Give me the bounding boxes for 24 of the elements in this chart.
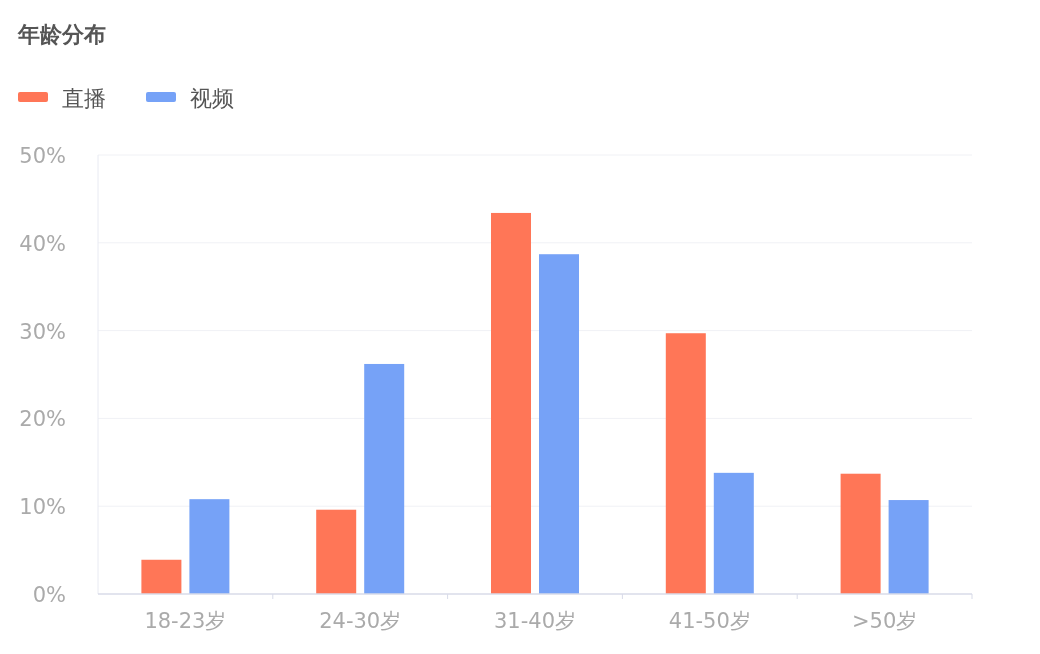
bar <box>491 212 531 594</box>
bar <box>316 509 357 594</box>
legend-label: 视频 <box>190 86 234 111</box>
x-tick-label: 31-40岁 <box>493 609 577 633</box>
bar <box>539 254 579 594</box>
y-tick-label: 10% <box>19 495 66 520</box>
bar <box>141 559 182 594</box>
bar <box>189 499 230 594</box>
y-tick-label: 40% <box>19 231 66 256</box>
x-tick-label: 24-30岁 <box>319 609 402 633</box>
bar <box>713 472 754 594</box>
y-tick-label: 20% <box>19 407 66 432</box>
x-tick-label: >50岁 <box>851 609 918 633</box>
y-tick-label: 0% <box>32 583 66 607</box>
y-tick-label: 50% <box>19 144 66 168</box>
bar <box>665 333 706 594</box>
legend-label: 直播 <box>62 86 106 111</box>
x-tick-label: 18-23岁 <box>144 609 227 633</box>
bar <box>364 363 405 594</box>
x-tick-label: 41-50岁 <box>668 609 751 633</box>
y-tick-label: 30% <box>19 319 66 344</box>
bar <box>840 473 881 594</box>
bar <box>888 500 929 594</box>
chart-title: 年龄分布 <box>17 22 106 47</box>
